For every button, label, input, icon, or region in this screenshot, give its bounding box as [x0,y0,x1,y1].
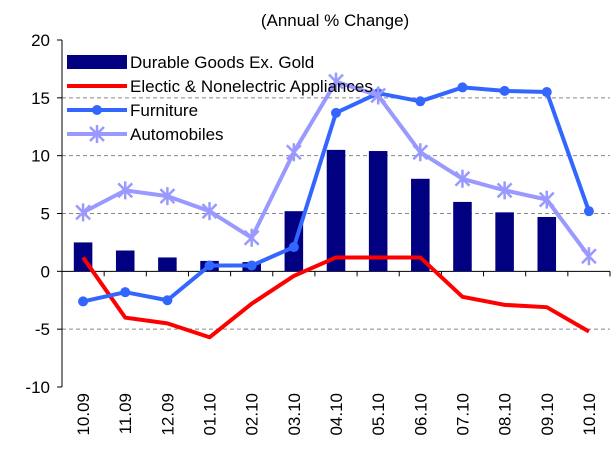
bar [537,216,557,272]
x-tick-label: 07.10 [453,393,472,436]
marker [541,87,552,98]
marker [162,295,173,306]
marker [78,296,89,307]
marker [328,72,344,91]
y-tick-label: 10 [31,147,50,166]
x-tick-label: 03.10 [285,393,304,436]
bar [453,201,472,272]
marker [538,190,555,209]
x-tick-label: 05.10 [369,393,388,436]
bar [411,178,430,272]
y-tick-label: -10 [25,378,50,397]
y-tick-label: 15 [31,89,50,108]
bar [158,257,177,272]
marker [288,242,299,253]
marker [117,181,134,200]
legend-label: Electic & Nonelectric Appliances [130,77,373,96]
marker [412,143,429,162]
x-tick-label: 04.10 [327,393,346,436]
x-tick-label: 11.09 [116,393,135,434]
marker [581,247,597,266]
legend-marker [89,125,105,143]
x-tick-label: 08.10 [496,393,515,436]
x-tick-label: 02.10 [243,393,262,436]
marker [457,82,468,93]
marker [415,96,426,107]
x-tick-label: 10.09 [74,393,93,436]
marker [204,260,215,271]
legend-label: Furniture [130,101,198,120]
marker [331,107,341,118]
line [81,255,590,340]
bar [368,151,388,272]
y-tick-label: -5 [35,320,50,339]
y-tick-label: 20 [31,31,50,50]
marker [583,206,594,217]
marker [75,203,91,222]
chart-title: (Annual % Change) [261,11,409,30]
legend-marker [92,105,102,115]
x-tick-label: 06.10 [411,393,430,436]
marker [499,85,510,96]
x-tick-label: 12.09 [158,393,177,436]
marker [285,143,302,162]
legend-label: Durable Goods Ex. Gold [130,53,314,72]
marker [201,202,218,221]
marker [246,260,257,271]
marker [496,181,513,200]
bar [115,250,135,272]
x-tick-label: 09.10 [538,393,557,436]
bar [495,212,514,272]
marker [243,228,260,247]
x-tick-label: 01.10 [201,393,220,436]
y-tick-label: 0 [41,262,50,281]
marker [454,169,471,188]
legend-label: Automobiles [130,125,224,144]
marker [370,86,387,105]
x-tick-label: 10.10 [580,393,599,436]
marker [159,187,176,206]
bar [326,149,346,272]
marker [120,287,131,298]
y-tick-label: 5 [41,205,50,224]
legend-swatch [67,55,127,69]
